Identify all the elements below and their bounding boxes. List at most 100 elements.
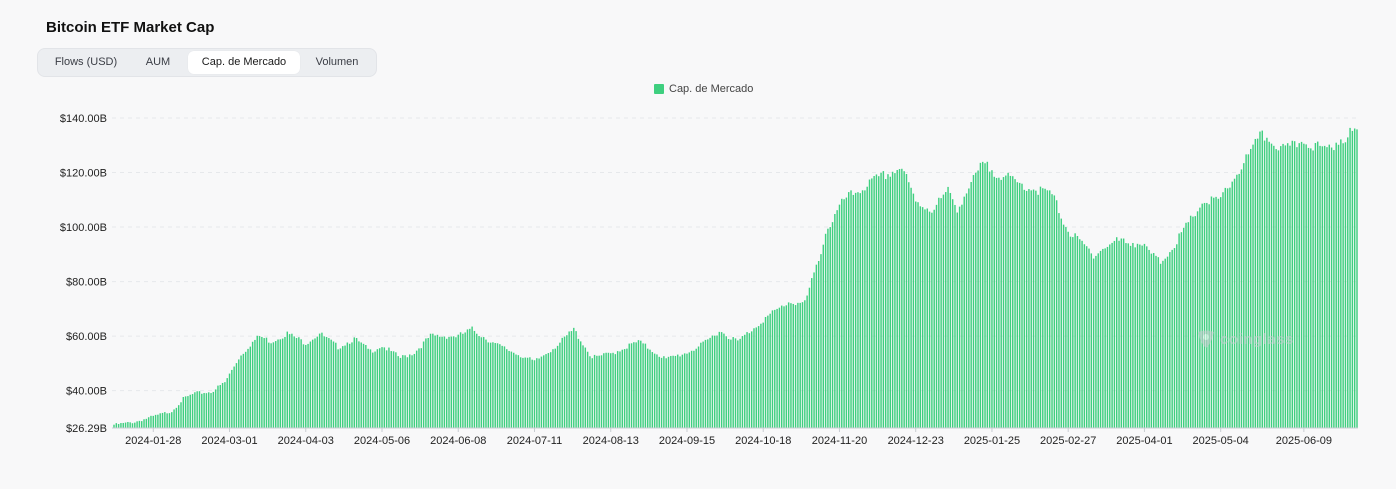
market-cap-bar[interactable] [626, 348, 628, 428]
market-cap-bar[interactable] [921, 207, 924, 428]
market-cap-bar[interactable] [187, 396, 189, 428]
market-cap-bar[interactable] [591, 358, 593, 428]
market-cap-bar[interactable] [843, 199, 845, 428]
market-cap-bar[interactable] [1335, 142, 1337, 428]
market-cap-bar[interactable] [1030, 190, 1032, 428]
market-cap-bar[interactable] [1002, 177, 1005, 428]
market-cap-bar[interactable] [251, 341, 254, 428]
market-cap-bar[interactable] [506, 349, 508, 428]
market-cap-bar[interactable] [1252, 144, 1254, 428]
market-cap-bar[interactable] [1298, 143, 1300, 428]
market-cap-bar[interactable] [857, 192, 859, 428]
market-cap-bar[interactable] [425, 338, 427, 428]
market-cap-bar[interactable] [127, 422, 129, 428]
market-cap-bar[interactable] [1159, 263, 1162, 428]
market-cap-bar[interactable] [1189, 215, 1192, 428]
market-cap-bar[interactable] [977, 170, 979, 429]
market-cap-bar[interactable] [1293, 141, 1296, 428]
market-cap-bar[interactable] [508, 350, 510, 428]
market-cap-bar[interactable] [462, 333, 464, 428]
market-cap-bar[interactable] [709, 337, 711, 428]
market-cap-bar[interactable] [822, 244, 825, 428]
market-cap-bar[interactable] [841, 198, 843, 428]
market-cap-bar[interactable] [554, 348, 556, 428]
market-cap-bar[interactable] [787, 302, 790, 428]
market-cap-bar[interactable] [598, 355, 600, 428]
market-cap-bar[interactable] [1046, 190, 1049, 428]
market-cap-bar[interactable] [774, 309, 776, 428]
market-cap-bar[interactable] [665, 358, 667, 428]
market-cap-bar[interactable] [418, 348, 420, 428]
market-cap-bar[interactable] [1092, 258, 1095, 428]
market-cap-bar[interactable] [938, 197, 940, 428]
market-cap-bar[interactable] [753, 328, 755, 428]
market-cap-bar[interactable] [120, 423, 122, 428]
market-cap-bar[interactable] [173, 409, 175, 428]
market-cap-bar[interactable] [184, 396, 187, 428]
market-cap-bar[interactable] [991, 170, 993, 428]
market-cap-bar[interactable] [677, 354, 679, 428]
market-cap-bar[interactable] [868, 179, 871, 428]
market-cap-bar[interactable] [1344, 142, 1347, 429]
market-cap-bar[interactable] [1210, 196, 1213, 428]
market-cap-bar[interactable] [397, 356, 399, 428]
market-cap-bar[interactable] [1280, 146, 1282, 428]
market-cap-bar[interactable] [744, 334, 746, 428]
market-cap-bar[interactable] [295, 338, 298, 428]
market-cap-bar[interactable] [469, 328, 471, 428]
market-cap-bar[interactable] [746, 332, 748, 428]
market-cap-bar[interactable] [1155, 255, 1157, 428]
market-cap-bar[interactable] [570, 331, 573, 428]
market-cap-bar[interactable] [443, 336, 446, 428]
market-cap-bar[interactable] [1328, 144, 1330, 428]
market-cap-bar[interactable] [1067, 231, 1069, 428]
market-cap-bar[interactable] [1194, 216, 1196, 428]
market-cap-bar[interactable] [815, 264, 818, 428]
market-cap-bar[interactable] [1337, 144, 1340, 429]
market-cap-bar[interactable] [1317, 141, 1319, 428]
market-cap-bar[interactable] [1185, 222, 1187, 428]
market-cap-bar[interactable] [360, 342, 362, 428]
market-cap-bar[interactable] [1296, 147, 1298, 428]
market-cap-bar[interactable] [917, 202, 919, 428]
market-cap-bar[interactable] [1319, 145, 1321, 428]
market-cap-bar[interactable] [1305, 144, 1307, 428]
market-cap-bar[interactable] [1014, 179, 1016, 428]
market-cap-bar[interactable] [1286, 143, 1289, 428]
market-cap-bar[interactable] [1058, 213, 1060, 428]
market-cap-bar[interactable] [268, 342, 270, 428]
market-cap-bar[interactable] [658, 356, 660, 428]
market-cap-bar[interactable] [757, 326, 760, 428]
market-cap-bar[interactable] [129, 422, 131, 428]
market-cap-bar[interactable] [600, 355, 603, 428]
market-cap-bar[interactable] [240, 355, 242, 428]
market-cap-bar[interactable] [466, 329, 469, 428]
market-cap-bar[interactable] [910, 187, 912, 428]
market-cap-bar[interactable] [811, 278, 813, 428]
market-cap-bar[interactable] [801, 302, 804, 428]
market-cap-bar[interactable] [1065, 227, 1067, 428]
market-cap-bar[interactable] [688, 352, 691, 428]
market-cap-bar[interactable] [915, 201, 917, 428]
market-cap-bar[interactable] [402, 355, 404, 428]
market-cap-bar[interactable] [1263, 140, 1266, 428]
market-cap-bar[interactable] [942, 194, 945, 428]
market-cap-bar[interactable] [739, 338, 741, 428]
market-cap-bar[interactable] [949, 192, 952, 428]
market-cap-bar[interactable] [145, 418, 148, 428]
market-cap-bar[interactable] [1090, 253, 1093, 428]
market-cap-bar[interactable] [901, 168, 903, 428]
market-cap-bar[interactable] [1273, 145, 1275, 428]
market-cap-bar[interactable] [351, 342, 353, 428]
market-cap-bar[interactable] [293, 336, 295, 428]
market-cap-bar[interactable] [471, 326, 473, 428]
market-cap-bar[interactable] [718, 331, 721, 428]
market-cap-bar[interactable] [512, 352, 515, 428]
market-cap-bar[interactable] [1081, 240, 1083, 428]
market-cap-bar[interactable] [767, 315, 769, 428]
market-cap-bar[interactable] [575, 331, 577, 428]
market-cap-bar[interactable] [1254, 138, 1257, 428]
market-cap-bar[interactable] [231, 369, 233, 428]
market-cap-bar[interactable] [194, 392, 196, 428]
market-cap-bar[interactable] [143, 419, 145, 428]
